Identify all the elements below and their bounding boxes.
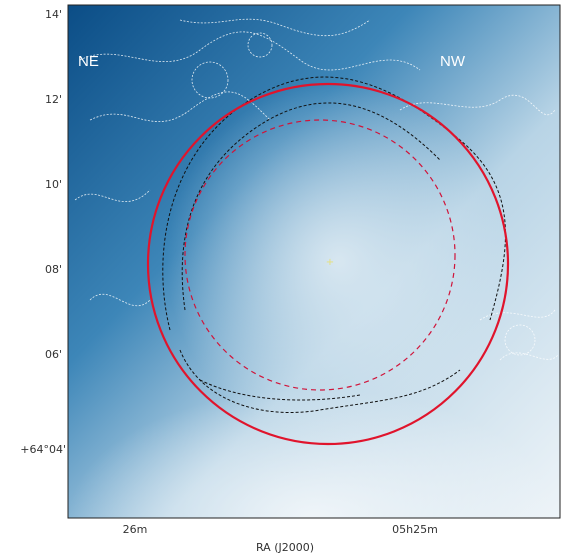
figure: + NE NW 14' 12' 10' 08' 06' +64°04' 26m … (0, 0, 571, 559)
x-tick-label: 05h25m (392, 523, 438, 536)
y-tick-label: 12' (45, 93, 62, 106)
center-marker: + (326, 257, 334, 268)
y-tick-label: +64°04' (20, 443, 66, 456)
sky-image: + (68, 5, 560, 518)
x-tick-label: 26m (123, 523, 148, 536)
y-tick-label: 10' (45, 178, 62, 191)
y-tick-label: 06' (45, 348, 62, 361)
x-axis-label: RA (J2000) (256, 541, 314, 554)
corner-label: NE (78, 53, 99, 70)
y-tick-label: 08' (45, 263, 62, 276)
corner-label: NW (440, 53, 466, 70)
y-ticks: 14' 12' 10' 08' 06' +64°04' (20, 8, 66, 456)
y-tick-label: 14' (45, 8, 62, 21)
